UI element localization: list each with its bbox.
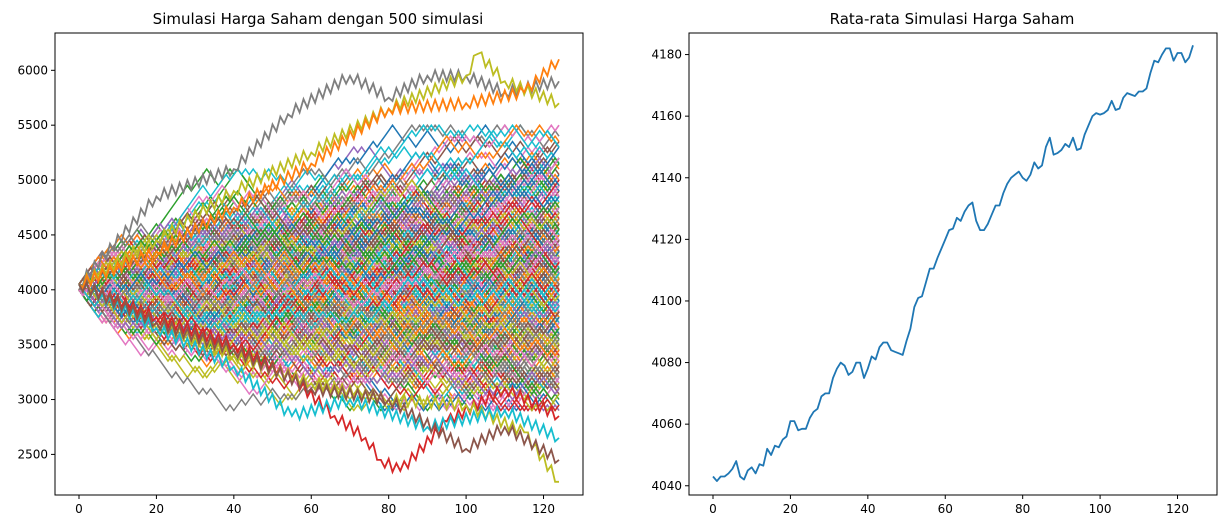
y-tick-label: 4040 [651,479,682,493]
x-tick-label: 100 [1089,502,1112,516]
average-line [712,45,1194,483]
simulation-line [78,261,560,314]
y-tick-label: 4180 [651,48,682,62]
x-axis: 0 20 40 60 80 100 120 [75,495,555,516]
y-tick-label: 4500 [17,228,48,242]
x-tick-label: 0 [709,502,717,516]
x-tick-label: 60 [304,502,319,516]
y-tick-label: 2500 [17,447,48,461]
simulation-line [78,51,560,290]
simulation-line [78,58,560,290]
y-tick-label: 4120 [651,232,682,246]
plot-frame [54,32,584,496]
y-tick-label: 4100 [651,294,682,308]
simulation-line [78,195,560,292]
chart-title: Rata-rata Simulasi Harga Saham [830,10,1075,28]
plot-frame [688,32,1218,496]
simulation-line [78,271,560,352]
simulation-line [78,282,560,412]
simulation-line [78,282,560,357]
simulation-line [78,195,560,285]
x-tick-label: 120 [1166,502,1189,516]
y-axis: 4040 4060 4080 4100 4120 4140 4160 4180 [651,48,689,493]
y-tick-label: 5500 [17,118,48,132]
x-tick-label: 120 [532,502,555,516]
x-tick-label: 60 [938,502,953,516]
simulation-line [78,211,560,303]
simulation-line [78,233,560,308]
y-axis: 2500 3000 3500 4000 4500 5000 5500 6000 [17,63,55,461]
simulation-line [78,277,560,330]
y-tick-label: 4000 [17,283,48,297]
x-axis: 0 20 40 60 80 100 120 [709,495,1189,516]
simulation-line [78,279,560,475]
simulation-line [78,266,560,412]
chart-title: Simulasi Harga Saham dengan 500 simulasi [153,10,484,28]
simulation-line [78,280,560,465]
y-tick-label: 4160 [651,109,682,123]
x-tick-label: 40 [226,502,241,516]
y-tick-label: 3500 [17,338,48,352]
average-chart: Rata-rata Simulasi Harga Saham 0 20 40 60 80… [651,10,1218,516]
simulation-chart: Simulasi Harga Saham dengan 500 simulasi… [17,10,584,516]
simulation-line [78,178,560,297]
simulation-line [78,266,560,363]
x-tick-label: 100 [455,502,478,516]
y-tick-label: 5000 [17,173,48,187]
y-tick-label: 4140 [651,171,682,185]
simulation-line [78,261,560,352]
y-tick-label: 3000 [17,393,48,407]
simulation-line [78,280,560,444]
simulation-line [78,271,560,374]
x-tick-label: 20 [149,502,164,516]
x-tick-label: 80 [1015,502,1030,516]
x-tick-label: 20 [783,502,798,516]
y-tick-label: 6000 [17,63,48,77]
simulation-line [78,244,560,314]
x-tick-label: 0 [75,502,83,516]
simulation-line [78,244,560,357]
y-tick-label: 4080 [651,356,682,370]
simulation-highlight-lines [78,51,560,483]
mean-price-line [712,45,1194,483]
simulation-line [78,289,560,407]
simulation-line [78,67,560,287]
y-tick-label: 4060 [651,417,682,431]
x-tick-label: 80 [381,502,396,516]
x-tick-label: 40 [860,502,875,516]
simulation-line [78,167,560,297]
simulation-lines [78,123,560,412]
